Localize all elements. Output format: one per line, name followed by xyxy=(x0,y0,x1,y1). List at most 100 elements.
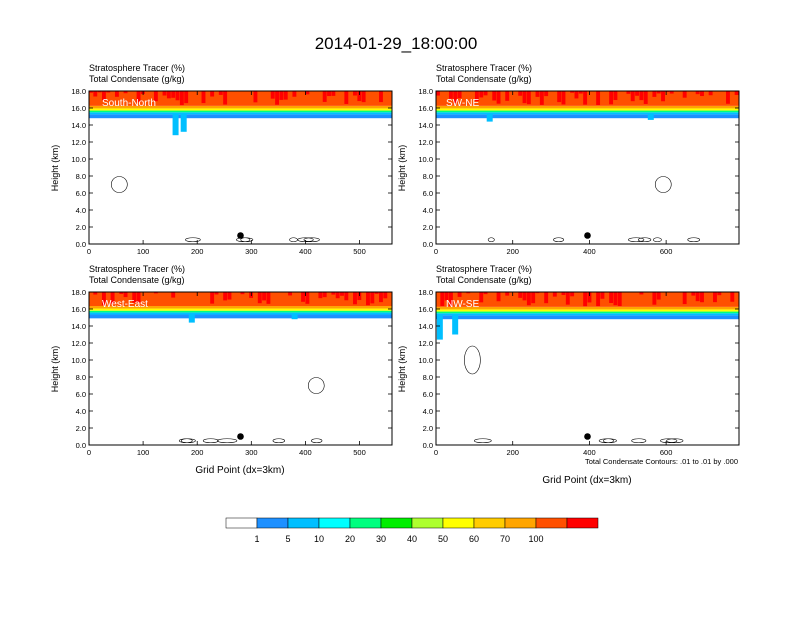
tracer-dip xyxy=(292,314,298,319)
tracer-dip xyxy=(648,114,654,120)
tracer-streak xyxy=(440,292,444,306)
tracer-streak xyxy=(266,292,270,304)
tracer-streak xyxy=(726,91,730,104)
tracer-streak xyxy=(223,292,227,300)
tracer-streak xyxy=(505,91,509,101)
tracer-streak xyxy=(518,91,522,96)
legend-swatch xyxy=(319,518,350,528)
x-tick-label: 200 xyxy=(506,247,519,256)
tracer-dip xyxy=(487,114,493,122)
y-tick-label: 2.0 xyxy=(76,223,86,232)
tracer-streak xyxy=(284,91,288,100)
tracer-streak xyxy=(479,91,483,97)
tracer-streak xyxy=(288,292,292,295)
panel-west-east: Stratosphere Tracer (%) Total Condensate… xyxy=(50,264,392,476)
tracer-streak xyxy=(167,91,171,98)
tracer-band xyxy=(436,307,739,310)
tracer-streak xyxy=(730,292,734,302)
tracer-streak xyxy=(262,292,266,300)
y-tick-label: 0.0 xyxy=(76,240,86,249)
x-tick-label: 500 xyxy=(353,247,366,256)
panel-name-label: South-North xyxy=(102,98,156,109)
tracer-streak xyxy=(531,292,535,303)
tracer-streak xyxy=(644,91,648,104)
y-tick-label: 16.0 xyxy=(71,104,86,113)
tracer-streak xyxy=(613,292,617,305)
y-tick-label: 16.0 xyxy=(71,305,86,314)
legend-swatch xyxy=(536,518,567,528)
tracer-streak xyxy=(609,292,613,303)
tracer-streak xyxy=(219,91,223,95)
x-tick-label: 500 xyxy=(353,448,366,457)
x-tick-label: 0 xyxy=(434,448,438,457)
y-axis-label: Height (km) xyxy=(50,145,60,192)
tracer-streak xyxy=(323,91,327,102)
x-tick-label: 100 xyxy=(137,247,150,256)
tracer-streak xyxy=(575,91,579,98)
legend-label: 60 xyxy=(469,534,479,544)
tracer-streak xyxy=(566,292,570,305)
tracer-streak xyxy=(228,292,232,300)
x-tick-label: 200 xyxy=(506,448,519,457)
legend-swatch xyxy=(226,518,257,528)
tracer-streak xyxy=(366,292,370,305)
tracer-streak xyxy=(527,91,531,104)
tracer-streak xyxy=(536,91,540,97)
x-tick-label: 400 xyxy=(299,448,312,457)
tracer-streak xyxy=(210,91,214,97)
tracer-streak xyxy=(596,91,600,105)
tracer-band xyxy=(436,312,739,314)
x-tick-label: 400 xyxy=(299,247,312,256)
tracer-streak xyxy=(210,292,214,304)
tracer-streak xyxy=(327,91,331,96)
tracer-band xyxy=(436,315,739,319)
panel-header-line-2: Total Condensate (g/kg) xyxy=(89,275,185,285)
tracer-streak xyxy=(618,292,622,306)
x-tick-label: 300 xyxy=(245,448,258,457)
tracer-streak xyxy=(124,292,128,297)
tracer-band xyxy=(436,114,739,118)
tracer-streak xyxy=(505,292,509,296)
tracer-streak xyxy=(523,292,527,300)
tracer-streak xyxy=(557,91,561,102)
tracer-band xyxy=(436,108,739,110)
panel-name-label: SW-NE xyxy=(446,98,479,109)
y-tick-label: 18.0 xyxy=(71,288,86,297)
tracer-streak xyxy=(639,91,643,100)
legend-label: 50 xyxy=(438,534,448,544)
tracer-dip xyxy=(437,315,443,340)
tracer-streak xyxy=(336,292,340,298)
y-tick-label: 12.0 xyxy=(418,339,433,348)
panel-sw-ne: Stratosphere Tracer (%) Total Condensate… xyxy=(397,63,739,256)
tracer-streak xyxy=(370,292,374,303)
tracer-streak xyxy=(479,292,483,302)
tracer-streak xyxy=(518,292,522,298)
tracer-streak xyxy=(635,91,639,96)
legend-swatch xyxy=(474,518,505,528)
y-tick-label: 12.0 xyxy=(71,138,86,147)
tracer-streak xyxy=(305,292,309,304)
x-tick-label: 0 xyxy=(434,247,438,256)
legend-swatch xyxy=(443,518,474,528)
tracer-streak xyxy=(383,292,387,298)
y-tick-label: 18.0 xyxy=(71,87,86,96)
location-marker xyxy=(584,433,591,440)
y-tick-label: 16.0 xyxy=(418,305,433,314)
panel-header-line-1: Stratosphere Tracer (%) xyxy=(436,264,532,274)
tracer-streak xyxy=(613,91,617,100)
tracer-streak xyxy=(735,91,739,95)
x-tick-label: 200 xyxy=(191,448,204,457)
tracer-streak xyxy=(362,91,366,102)
panel-header-line-1: Stratosphere Tracer (%) xyxy=(89,264,185,274)
tracer-streak xyxy=(652,91,656,97)
tracer-band xyxy=(89,114,392,118)
tracer-streak xyxy=(275,91,279,105)
y-tick-label: 10.0 xyxy=(71,155,86,164)
tracer-streak xyxy=(609,91,613,104)
panel-header-line-2: Total Condensate (g/kg) xyxy=(89,74,185,84)
tracer-streak xyxy=(652,292,656,305)
tracer-streak xyxy=(700,292,704,302)
